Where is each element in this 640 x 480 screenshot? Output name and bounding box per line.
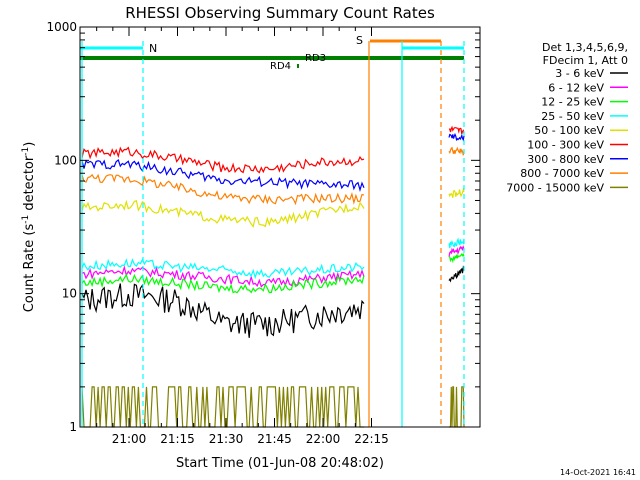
- x-tick-label-4: 22:00: [306, 432, 341, 446]
- x-tick-label-5: 22:15: [354, 432, 389, 446]
- annotation-S: S: [356, 34, 363, 47]
- series-line-segment2-6: [448, 132, 465, 142]
- y-axis-label-sup1: -1: [21, 215, 31, 224]
- footer-timestamp: 14-Oct-2021 16:41: [560, 468, 636, 477]
- series-line-1: [81, 265, 365, 288]
- series-layer: [81, 125, 465, 428]
- legend-label-8: 7000 - 15000 keV: [506, 181, 604, 194]
- legend-label-7: 800 - 7000 keV: [520, 167, 604, 180]
- series-line-segment2-4: [448, 187, 465, 198]
- series-line-8: [81, 386, 364, 428]
- series-line-segment2-1: [448, 244, 465, 257]
- series-line-2: [81, 273, 365, 294]
- legend-label-1: 6 - 12 keV: [548, 81, 604, 94]
- legend-label-6: 300 - 800 keV: [527, 153, 604, 166]
- rd4-marker: [297, 64, 299, 68]
- annotation-RD4: RD4: [270, 61, 291, 72]
- legend-label-3: 25 - 50 keV: [541, 110, 604, 123]
- legend-label-4: 50 - 100 keV: [534, 124, 604, 137]
- series-line-7: [81, 173, 365, 206]
- flag-layer: N S RD4 RD3: [80, 34, 465, 427]
- plot-frame: [79, 26, 481, 428]
- y-axis-label-main: Count Rate (s: [22, 224, 37, 313]
- y-tick-label-3: 1000: [46, 20, 77, 34]
- series-line-4: [81, 199, 365, 228]
- series-line-3: [81, 258, 365, 280]
- series-line-5: [81, 146, 365, 174]
- legend-label-0: 3 - 6 keV: [555, 67, 604, 80]
- y-axis-label: Count Rate (s-1 detector-1): [21, 142, 37, 313]
- x-axis-label: Start Time (01-Jun-08 20:48:02): [176, 456, 384, 471]
- series-line-segment2-0: [448, 265, 465, 283]
- x-tick-label-2: 21:30: [209, 432, 244, 446]
- series-line-segment2-7: [448, 146, 465, 156]
- x-tick-label-3: 21:45: [257, 432, 292, 446]
- series-line-0: [81, 283, 365, 338]
- y-axis-label-end: ): [22, 142, 37, 147]
- legend-header-line1: Det 1,3,4,5,6,9,: [542, 41, 628, 54]
- y-tick-label-0: 1: [69, 420, 77, 434]
- chart-title: RHESSI Observing Summary Count Rates: [125, 4, 435, 22]
- x-tick-label-0: 21:00: [112, 432, 147, 446]
- y-tick-label-2: 100: [54, 153, 77, 167]
- series-line-segment2-5: [448, 125, 465, 135]
- legend-label-5: 100 - 300 keV: [527, 139, 604, 152]
- series-line-segment2-3: [448, 237, 465, 249]
- series-line-6: [81, 159, 365, 192]
- annotation-N: N: [149, 42, 157, 55]
- x-tick-label-1: 21:15: [160, 432, 195, 446]
- ticks-layer: 1 10 100 1000 21:00 21:15 21:30 21:45 22:00 22:15: [46, 20, 480, 446]
- series-line-segment2-2: [448, 252, 465, 264]
- legend-header-line2: FDecim 1, Att 0: [543, 54, 628, 67]
- y-axis-label-mid: detector: [22, 155, 37, 215]
- annotation-RD3: RD3: [305, 53, 326, 64]
- y-tick-label-1: 10: [62, 287, 77, 301]
- legend-label-2: 12 - 25 keV: [541, 96, 604, 109]
- series-line-segment2-8: [449, 386, 465, 428]
- y-axis-label-sup2: -1: [21, 147, 31, 156]
